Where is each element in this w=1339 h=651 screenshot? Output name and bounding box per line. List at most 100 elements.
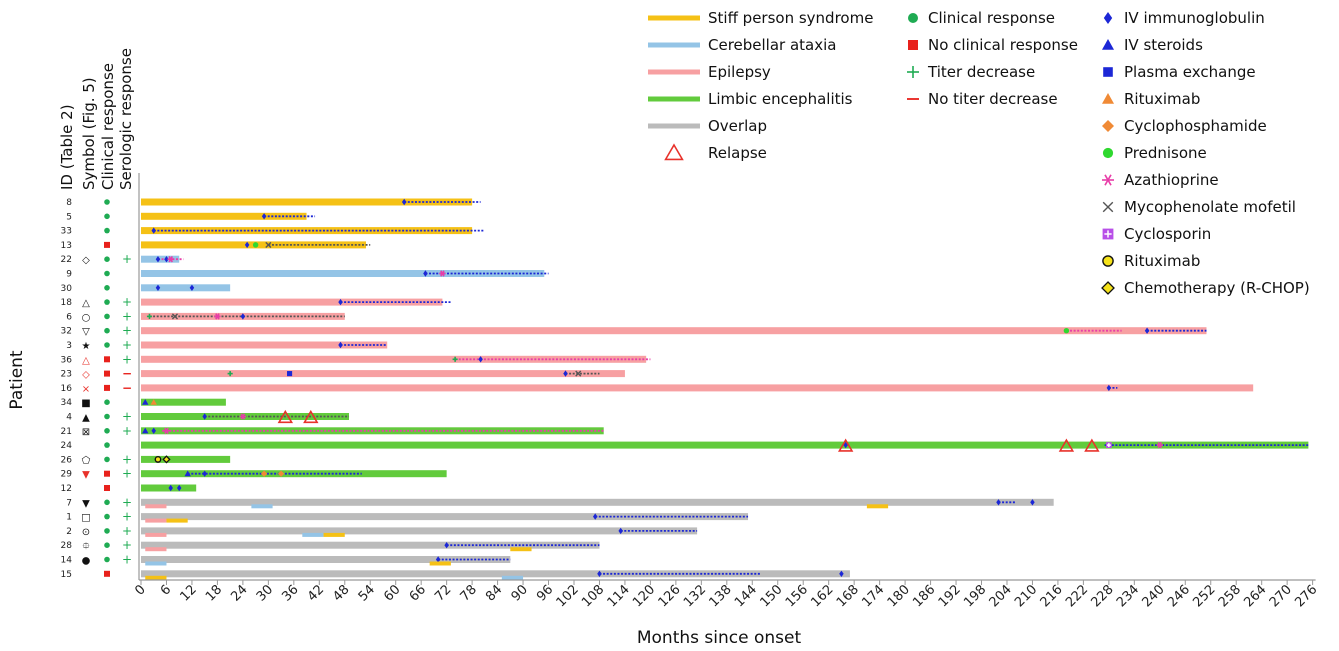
legend-relapse-icon xyxy=(664,143,684,161)
legend-icon-rtx2 xyxy=(1102,255,1114,267)
x-tick-label: 216 xyxy=(1038,582,1066,610)
x-tick-label: 228 xyxy=(1089,582,1117,610)
patient-id: 9 xyxy=(66,270,72,280)
syndrome-bar-epi xyxy=(141,298,443,306)
overlap-subsegment-sps xyxy=(866,504,889,509)
treatment-marker-mmf xyxy=(575,370,582,377)
legend-label: Cyclosporin xyxy=(1124,225,1211,243)
patient-id: 8 xyxy=(66,198,72,208)
x-tick-label: 180 xyxy=(885,582,913,610)
treatment-marker-aza xyxy=(1156,441,1163,449)
patient-row: 32 ▽ + xyxy=(61,324,1207,338)
x-tick-label: 72 xyxy=(432,582,454,604)
legend-icon-aza-stroke xyxy=(1104,174,1112,186)
no-clinical-response-square xyxy=(104,485,110,491)
legend-label: IV immunoglobulin xyxy=(1124,9,1265,27)
clinical-response-dot xyxy=(104,227,110,234)
clinical-response-dot xyxy=(104,542,110,548)
legend-label: Overlap xyxy=(708,117,767,135)
treatment-marker-ivig xyxy=(1030,499,1035,506)
syndrome-bar-le xyxy=(141,398,226,406)
patient-id: 7 xyxy=(66,498,72,508)
relapse-marker xyxy=(837,438,854,452)
titer-decrease-mark: + xyxy=(122,452,132,466)
treatment-marker-chemo xyxy=(162,455,171,464)
legend-icon-cyc xyxy=(1102,120,1114,132)
x-tick-label: 66 xyxy=(407,582,429,604)
patient-id: 23 xyxy=(61,370,72,380)
treatment-marker-mmf-stroke xyxy=(265,241,272,248)
treatment-marker-aza xyxy=(167,256,174,263)
treatment-marker-ivs xyxy=(142,427,149,434)
syndrome-bar-sps xyxy=(141,212,307,220)
legend-icon-mmf xyxy=(1102,201,1114,213)
treatment-marker-plex xyxy=(287,371,293,377)
x-tick-label: 264 xyxy=(1241,582,1269,610)
treatment-marker-ivig xyxy=(839,570,844,577)
treatment-marker-aza xyxy=(439,270,446,277)
patient-id: 33 xyxy=(61,227,72,237)
patient-symbol: ▲ xyxy=(82,413,90,424)
x-tick-label: 150 xyxy=(757,582,785,610)
clinical-response-dot xyxy=(104,456,110,463)
x-tick-label: 12 xyxy=(177,582,199,604)
patient-id: 21 xyxy=(61,427,72,437)
treatment-marker-mmf xyxy=(265,241,272,248)
x-tick-label: 186 xyxy=(910,582,938,610)
patient-symbol: × xyxy=(82,384,90,395)
patient-symbol: ◇ xyxy=(82,255,90,266)
patient-id: 29 xyxy=(61,470,73,480)
patient-id: 14 xyxy=(61,556,73,566)
patient-row: 18 △ + xyxy=(61,295,451,309)
clinical-response-dot xyxy=(104,556,110,563)
treatment-marker-ivig xyxy=(151,227,156,234)
legend-label: Rituximab xyxy=(1124,252,1200,270)
legend-label: No clinical response xyxy=(928,36,1078,54)
syndrome-bar-ov xyxy=(141,513,749,521)
x-tick-label: 222 xyxy=(1063,582,1091,610)
overlap-subsegment-epi xyxy=(145,504,167,509)
relapse-marker xyxy=(303,409,319,424)
legend-label: Chemotherapy (R-CHOP) xyxy=(1124,279,1310,297)
x-tick-label: 144 xyxy=(732,582,760,610)
clinical-response-dot xyxy=(104,528,110,534)
x-tick-label: 60 xyxy=(381,582,403,604)
treatment-marker-ivig xyxy=(444,542,449,549)
patient-row: 28 ⯐ + xyxy=(61,538,600,552)
treatment-marker-rtx2 xyxy=(154,455,162,463)
patient-symbol: ▽ xyxy=(82,327,90,338)
overlap-subsegment-epi xyxy=(145,532,167,537)
treatment-marker-ivig xyxy=(176,484,182,492)
clinical-response-dot xyxy=(104,199,110,205)
overlap-subsegment-ca xyxy=(501,575,524,580)
patient-id: 28 xyxy=(61,541,73,551)
legend-icon-csa xyxy=(1102,228,1114,240)
titer-decrease-mark: + xyxy=(122,309,132,323)
patient-row: 33 xyxy=(61,227,485,237)
patient-id: 2 xyxy=(66,527,72,537)
x-tick-label: 24 xyxy=(228,582,250,604)
clinical-response-dot xyxy=(104,428,110,434)
treatment-marker-mmf xyxy=(171,313,179,320)
syndrome-bar-epi xyxy=(141,341,388,349)
patient-symbol: ⬠ xyxy=(82,455,91,466)
patient-id: 26 xyxy=(61,455,73,465)
patient-symbol: ■ xyxy=(81,398,90,409)
no-clinical-response-square xyxy=(104,370,110,377)
no-titer-decrease-mark: − xyxy=(122,367,132,381)
column-headers: ID (Table 2) Symbol (Fig. 5) Clinical resp… xyxy=(58,48,135,190)
treatment-marker-ivig xyxy=(261,213,267,220)
legend-icon-pred xyxy=(1102,147,1114,159)
treatment-marker-ivig xyxy=(478,356,483,363)
legend-label: Limbic encephalitis xyxy=(708,90,853,108)
titer-decrease-mark: + xyxy=(122,338,132,352)
x-tick-label: 210 xyxy=(1012,582,1040,610)
clinical-response-dot xyxy=(104,299,110,305)
treatment-marker-ivig xyxy=(338,341,343,349)
treatment-marker-aza-stroke xyxy=(168,256,174,263)
treatment-marker-ivig xyxy=(164,256,169,263)
treatment-marker-ivig xyxy=(202,470,207,477)
no-clinical-response-square xyxy=(104,470,110,477)
patient-row: 12 xyxy=(61,484,197,494)
